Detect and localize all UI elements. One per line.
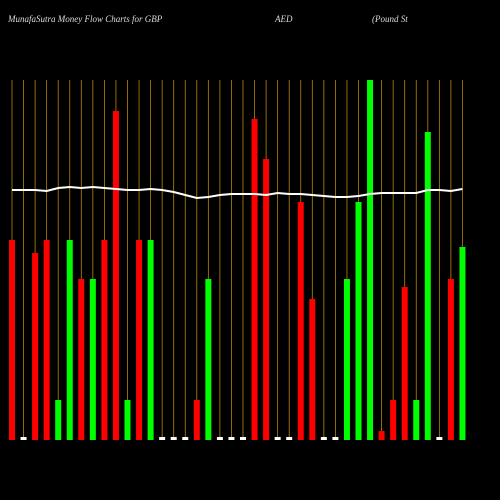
bar	[459, 247, 466, 440]
bar	[297, 202, 304, 440]
bar	[66, 240, 73, 440]
money-flow-line	[12, 185, 463, 200]
bar	[43, 240, 50, 440]
bar	[274, 437, 281, 440]
bar	[193, 400, 200, 440]
bar	[355, 202, 362, 440]
bar	[343, 279, 350, 440]
bar	[390, 400, 397, 440]
bar	[170, 437, 177, 440]
bar	[78, 279, 85, 440]
bar	[101, 240, 108, 440]
bar	[124, 400, 131, 440]
bar	[20, 437, 27, 440]
bar	[424, 132, 431, 440]
chart-title: (Pound St	[372, 14, 408, 24]
bar	[413, 400, 420, 440]
bar	[251, 119, 258, 440]
bar	[436, 437, 443, 440]
bar	[320, 437, 327, 440]
bar	[263, 159, 270, 440]
bar	[136, 240, 143, 440]
bar	[240, 437, 246, 440]
bar	[401, 287, 408, 440]
bar	[286, 437, 293, 440]
bar	[447, 279, 454, 440]
chart-title: AED	[274, 14, 293, 24]
bar	[182, 437, 189, 440]
bar	[332, 437, 339, 440]
bar	[112, 111, 119, 440]
bar	[205, 279, 212, 440]
bar	[147, 240, 154, 440]
bar	[378, 431, 385, 440]
bar	[32, 253, 39, 440]
bar	[309, 299, 316, 440]
bar	[55, 400, 62, 440]
bar	[228, 437, 235, 440]
bar	[159, 437, 166, 440]
bar	[89, 279, 96, 440]
chart-title: MunafaSutra Money Flow Charts for GBP	[7, 14, 163, 24]
bar	[367, 80, 374, 440]
bar	[216, 437, 223, 440]
bar	[9, 240, 15, 440]
